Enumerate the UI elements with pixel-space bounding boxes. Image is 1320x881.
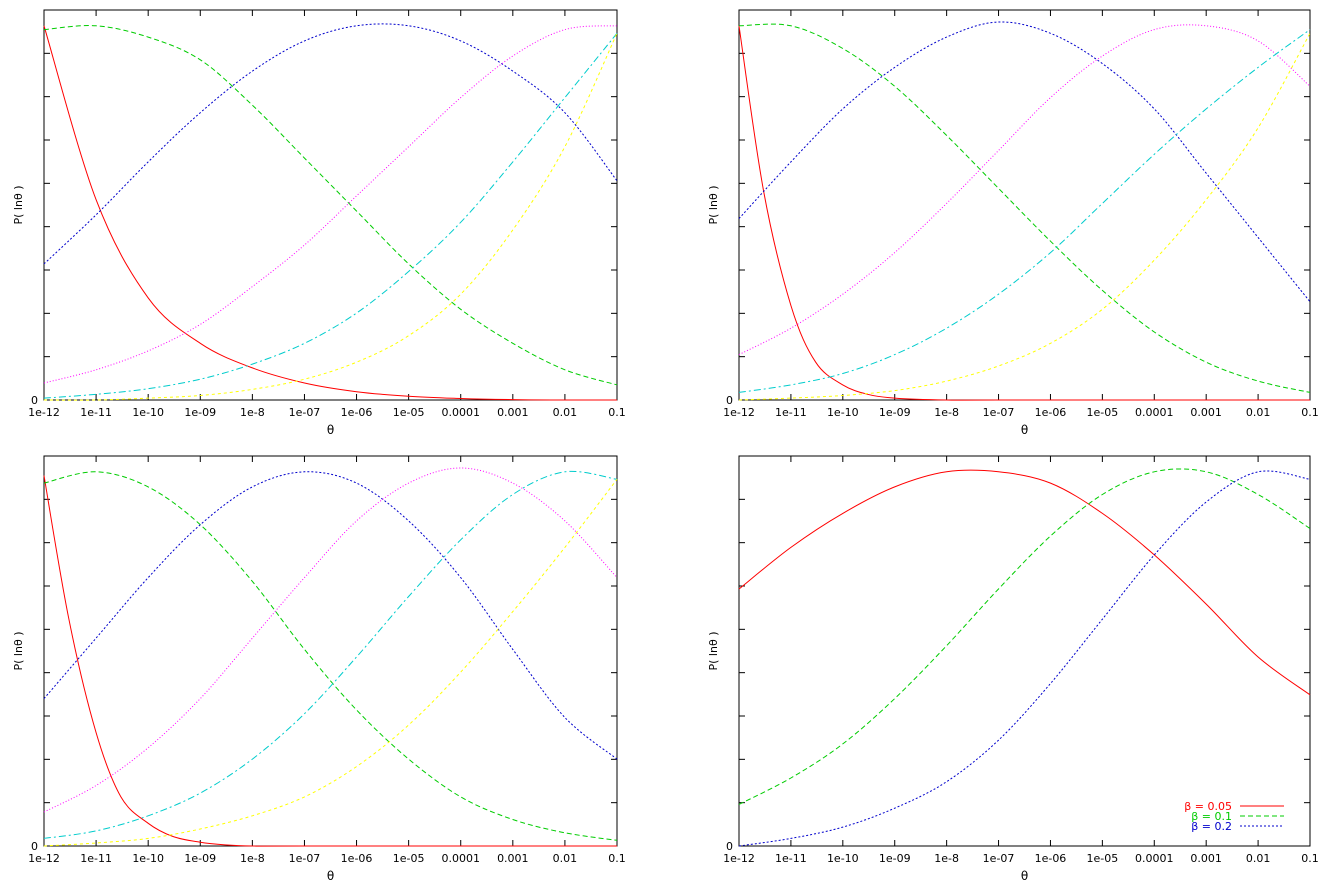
x-tick-label: 1e-05 [1086,406,1118,419]
x-tick-label: 0.001 [497,852,529,865]
series-line-1 [43,475,617,847]
x-axis-label: θ [1021,869,1028,881]
series-line-3 [43,471,618,760]
x-tick-label: 1e-06 [1035,406,1067,419]
x-tick-label: 1e-05 [393,852,425,865]
plot-frame [43,455,618,847]
y-tick-label: 0 [726,394,733,407]
series-line-6 [43,478,618,847]
x-tick-label: 0.01 [1246,406,1271,419]
x-tick-label: 0.01 [1246,852,1271,865]
series-line-2 [738,23,1311,393]
x-tick-label: 1e-8 [240,406,265,419]
series-line-2 [738,468,1311,805]
x-tick-label: 1e-10 [827,406,859,419]
x-tick-label: 1e-12 [28,406,60,419]
x-tick-label: 0.1 [608,852,626,865]
legend-label: β = 0.1 [1191,810,1232,823]
plot-frame [43,9,618,401]
series-line-1 [738,25,1310,401]
x-tick-label: 1e-07 [983,406,1015,419]
x-tick-label: 1e-10 [827,852,859,865]
series-line-4 [43,25,618,384]
x-tick-label: 1e-10 [132,406,164,419]
series-line-4 [43,467,618,813]
x-tick-label: 0.0001 [441,852,480,865]
y-tick-label: 0 [31,840,38,853]
x-tick-label: 1e-8 [934,406,959,419]
x-tick-label: 1e-8 [934,852,959,865]
y-axis-label: P( lnθ ) [12,186,25,225]
x-axis-label: θ [1021,423,1028,437]
x-tick-label: 0.1 [608,406,626,419]
x-tick-label: 0.0001 [1135,852,1174,865]
x-tick-label: 0.01 [553,406,578,419]
x-axis-label: θ [327,423,334,437]
x-tick-label: 1e-09 [184,406,216,419]
x-tick-label: 0.01 [553,852,578,865]
series-line-2 [43,25,618,386]
x-tick-label: 1e-07 [289,406,321,419]
x-tick-label: 0.001 [1190,406,1222,419]
x-tick-label: 1e-09 [879,852,911,865]
x-tick-label: 1e-05 [1086,852,1118,865]
series-line-5 [43,32,618,399]
chart-panel-3: 1e-12 1e-11 1e-10 1e-09 1e-8 1e-07 1e-06 1e-05 0… [12,455,626,881]
x-axis-label: θ [327,869,334,881]
x-tick-label: 1e-8 [240,852,265,865]
y-tick-label: 0 [726,840,733,853]
chart-panel-2: 1e-12 1e-11 1e-10 1e-09 1e-8 1e-07 1e-06 1e-05 0… [707,9,1319,437]
plot-frame [738,9,1311,401]
x-tick-label: 1e-07 [983,852,1015,865]
series-line-5 [738,29,1311,393]
x-tick-label: 1e-06 [341,852,373,865]
y-axis-label: P( lnθ ) [12,632,25,671]
x-tick-label: 1e-11 [775,406,807,419]
x-tick-label: 1e-10 [132,852,164,865]
x-tick-label: 0.0001 [441,406,480,419]
series-line-3 [738,470,1311,847]
x-tick-label: 1e-09 [184,852,216,865]
series-line-3 [43,23,618,265]
series-line-6 [43,33,618,401]
x-tick-label: 1e-12 [723,406,755,419]
series-line-6 [738,33,1311,401]
x-tick-label: 0.1 [1301,406,1319,419]
series-line-5 [43,470,618,839]
x-tick-label: 1e-06 [1035,852,1067,865]
series-line-4 [738,24,1311,356]
y-axis-label: P( lnθ ) [707,632,720,671]
legend-label: β = 0.2 [1191,820,1232,833]
y-tick-label: 0 [31,394,38,407]
series-line-1 [738,469,1311,696]
chart-panel-4: 1e-12 1e-11 1e-10 1e-09 1e-8 1e-07 1e-06 1e-05 0… [707,455,1319,881]
x-tick-label: 1e-12 [28,852,60,865]
x-tick-label: 1e-11 [775,852,807,865]
y-axis-label: P( lnθ ) [707,186,720,225]
x-tick-label: 1e-11 [80,852,112,865]
x-tick-label: 1e-11 [80,406,112,419]
legend-label: β = 0.05 [1184,800,1232,813]
x-tick-label: 1e-09 [879,406,911,419]
series-line-1 [43,25,618,401]
plot-frame [738,455,1311,847]
series-line-2 [43,471,618,841]
x-tick-label: 0.001 [1190,852,1222,865]
x-tick-label: 0.1 [1301,852,1319,865]
x-tick-label: 1e-06 [341,406,373,419]
x-tick-label: 1e-05 [393,406,425,419]
x-tick-label: 0.001 [497,406,529,419]
x-tick-label: 1e-07 [289,852,321,865]
x-tick-label: 1e-12 [723,852,755,865]
chart-panel-1: 1e-12 1e-11 1e-10 1e-09 1e-8 1e-07 1e-06 1e-05 0… [12,9,626,437]
x-tick-label: 0.0001 [1135,406,1174,419]
series-line-3 [738,21,1311,303]
